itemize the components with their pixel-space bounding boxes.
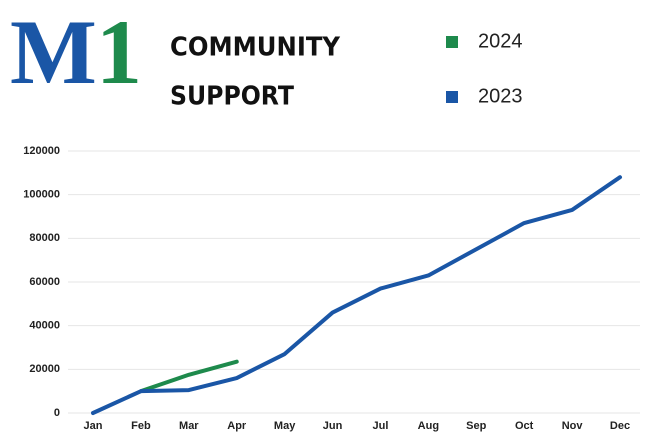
y-tick-label: 120000 xyxy=(23,145,60,157)
legend-swatch xyxy=(446,36,458,48)
x-tick-label: May xyxy=(274,420,296,432)
y-tick-label: 20000 xyxy=(29,363,60,375)
y-tick-label: 40000 xyxy=(29,320,60,332)
line-series xyxy=(138,359,239,394)
x-tick-label: Apr xyxy=(227,420,247,432)
x-tick-label: Oct xyxy=(515,420,534,432)
x-tick-label: Mar xyxy=(179,420,199,432)
legend-label: 2024 xyxy=(478,30,523,52)
logo-m: M xyxy=(10,1,97,103)
y-tick-label: 80000 xyxy=(29,232,60,244)
x-tick-label: Nov xyxy=(562,420,584,432)
chart-title: COMMUNITY xyxy=(170,33,341,63)
legend-swatch xyxy=(446,91,458,103)
y-tick-label: 100000 xyxy=(23,189,60,201)
x-tick-label: Dec xyxy=(610,420,630,432)
x-tick-label: Sep xyxy=(466,420,486,432)
y-tick-label: 0 xyxy=(54,407,60,419)
line-series xyxy=(91,175,622,415)
y-tick-label: 60000 xyxy=(29,276,60,288)
chart-title: SUPPORT xyxy=(170,82,294,112)
x-tick-label: Jul xyxy=(373,420,389,432)
x-tick-label: Jan xyxy=(84,420,103,432)
x-tick-label: Aug xyxy=(418,420,439,432)
logo-one: 1 xyxy=(96,1,142,103)
x-tick-label: Feb xyxy=(131,420,151,432)
x-tick-label: Jun xyxy=(323,420,343,432)
legend-label: 2023 xyxy=(478,85,523,107)
